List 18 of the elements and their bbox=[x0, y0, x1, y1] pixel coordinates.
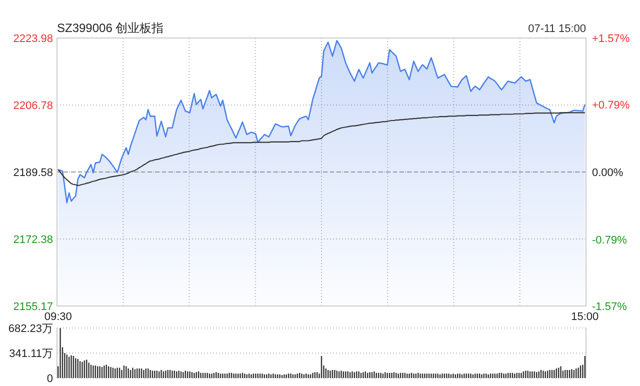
y-tick-label: 2189.58 bbox=[13, 166, 53, 179]
y2-tick-label: +0.79% bbox=[592, 100, 630, 112]
x-tick-label: 15:00 bbox=[571, 311, 599, 323]
y2-tick-label: -1.57% bbox=[592, 301, 628, 313]
line-series bbox=[58, 112, 586, 186]
y-tick-label: 2206.78 bbox=[13, 100, 53, 112]
y2-tick-label: +1.57% bbox=[592, 33, 630, 45]
y-tick-label: 2172.38 bbox=[13, 234, 53, 246]
y-tick-label: 2155.17 bbox=[13, 301, 53, 313]
y2-tick-label: 0.00% bbox=[592, 167, 624, 179]
y-tick-label: 341.11万 bbox=[9, 348, 53, 360]
x-tick-label: 09:30 bbox=[44, 311, 72, 323]
y2-tick-label: -0.79% bbox=[592, 234, 628, 246]
y-tick-label: 682.23万 bbox=[8, 323, 53, 335]
chart-title: SZ399006 创业板指 bbox=[57, 21, 164, 35]
y-tick-label: 0 bbox=[46, 373, 53, 385]
y-tick-label: 2223.98 bbox=[13, 33, 53, 45]
text: 07-11 15:00 bbox=[528, 23, 586, 35]
